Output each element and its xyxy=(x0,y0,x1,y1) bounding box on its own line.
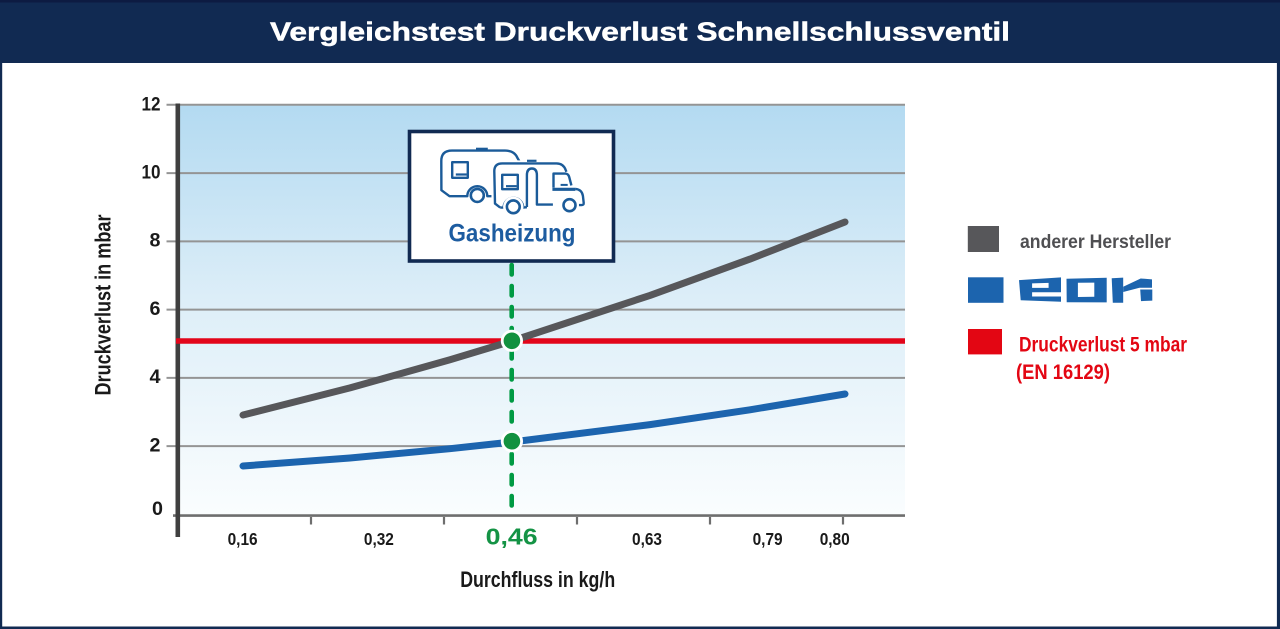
svg-text:0,32: 0,32 xyxy=(364,529,394,549)
svg-text:12: 12 xyxy=(142,93,161,115)
svg-text:Durchfluss in kg/h: Durchfluss in kg/h xyxy=(460,567,615,592)
svg-text:Gasheizung: Gasheizung xyxy=(449,220,576,247)
svg-text:(EN 16129): (EN 16129) xyxy=(1016,359,1110,384)
svg-text:2: 2 xyxy=(150,434,161,456)
svg-text:0,63: 0,63 xyxy=(632,529,662,549)
svg-text:10: 10 xyxy=(142,161,161,183)
svg-text:0,79: 0,79 xyxy=(753,529,783,549)
svg-text:Druckverlust 5 mbar: Druckverlust 5 mbar xyxy=(1019,332,1187,357)
svg-text:Druckverlust in mbar: Druckverlust in mbar xyxy=(91,214,116,395)
svg-text:Vergleichstest Druckverlust Sc: Vergleichstest Druckverlust Schnellschlu… xyxy=(270,19,1010,47)
svg-text:6: 6 xyxy=(150,298,161,320)
svg-text:8: 8 xyxy=(150,230,161,252)
svg-text:0: 0 xyxy=(152,498,163,520)
svg-text:0,80: 0,80 xyxy=(820,529,850,549)
svg-text:0,46: 0,46 xyxy=(486,524,538,550)
svg-text:anderer Hersteller: anderer Hersteller xyxy=(1020,232,1172,253)
svg-text:4: 4 xyxy=(150,366,161,388)
svg-text:0,16: 0,16 xyxy=(228,529,258,549)
